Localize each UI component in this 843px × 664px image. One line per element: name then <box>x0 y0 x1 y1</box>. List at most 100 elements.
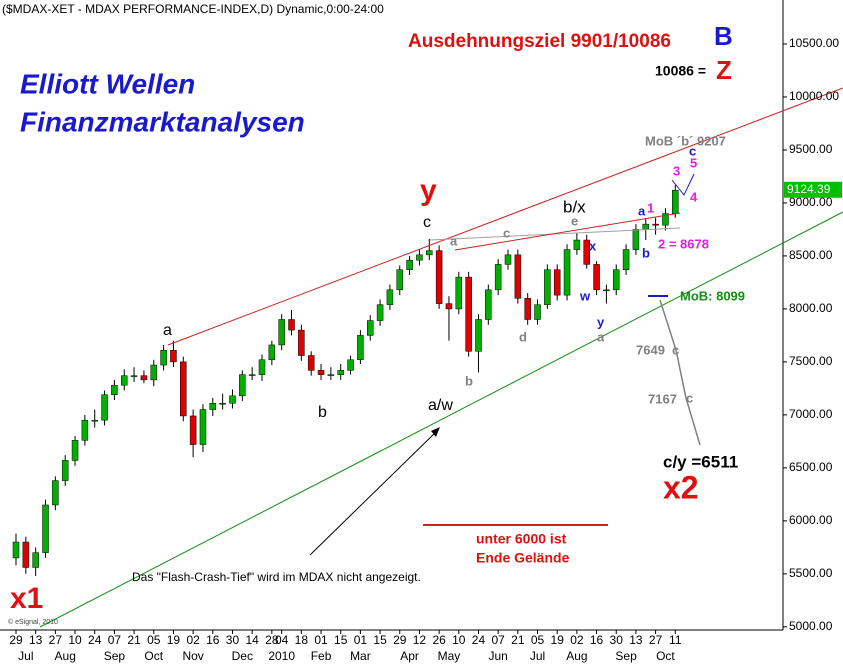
x-tick-label: 29 <box>9 633 23 647</box>
wave-label: x <box>589 238 597 253</box>
candle-body <box>268 344 276 361</box>
month-label: Aug <box>566 649 587 663</box>
y-tick-label: 10000.00 <box>789 89 839 103</box>
y-tick-label: 6500.00 <box>789 460 833 474</box>
month-label: Mar <box>350 649 371 663</box>
wave-label: a <box>450 233 458 248</box>
wave-label: 3 <box>673 163 680 178</box>
x-tick-label: 21 <box>511 633 525 647</box>
candle-body <box>357 335 364 361</box>
candle-body <box>81 419 89 441</box>
candle-body <box>416 254 423 261</box>
candle-body <box>366 320 374 336</box>
candle-body <box>583 239 590 265</box>
x-tick-label: 12 <box>413 633 427 647</box>
candle-body <box>150 364 158 381</box>
candle-body <box>672 189 679 214</box>
candle-body <box>307 355 315 371</box>
month-label: Dec <box>232 649 253 663</box>
x-tick-label: 05 <box>531 633 545 647</box>
x-tick-label: 15 <box>334 633 348 647</box>
x-tick-label: 13 <box>29 633 43 647</box>
wave-label: c <box>503 225 510 240</box>
month-label: Feb <box>311 649 332 663</box>
candle-body <box>593 264 600 291</box>
x-tick-label: 07 <box>491 633 505 647</box>
candle-body <box>553 269 561 296</box>
y-tick-label: 5000.00 <box>789 619 833 633</box>
wave-label: a <box>163 322 172 339</box>
annotation: Z <box>716 55 732 85</box>
red-line <box>454 212 681 251</box>
x-tick-label: 11 <box>669 633 682 647</box>
last-price: 9124.39 <box>787 182 831 196</box>
y-tick-label: 8000.00 <box>789 301 833 315</box>
candle-body <box>376 304 384 321</box>
arrow-head <box>431 427 440 437</box>
x-tick-label: 26 <box>432 633 446 647</box>
candle-body <box>91 419 98 422</box>
brand: Elliott Wellen <box>20 68 195 99</box>
candle-body <box>101 394 108 421</box>
candle-body <box>120 375 128 386</box>
wave-label: e <box>571 213 578 228</box>
x-tick-label: 27 <box>49 633 63 647</box>
annotation: c/y =6511 <box>663 452 738 471</box>
candle-body <box>71 440 79 461</box>
x-tick-label: 29 <box>393 633 407 647</box>
candle-body <box>573 239 581 250</box>
wave-label: x2 <box>663 469 699 505</box>
candle-body <box>652 223 659 226</box>
y-tick-label: 6000.00 <box>789 513 833 527</box>
x-tick-label: 30 <box>226 633 240 647</box>
last-price-box <box>784 181 842 198</box>
x-tick-label: 02 <box>186 633 200 647</box>
candle-body <box>170 349 177 363</box>
candle-body <box>189 415 197 445</box>
x-tick-label: 21 <box>127 633 141 647</box>
wave-label: y <box>420 174 437 207</box>
annotation: 10086 = <box>655 63 706 79</box>
lower-channel <box>39 211 843 628</box>
candle-body <box>140 375 148 381</box>
candle-body <box>485 289 492 320</box>
candle-body <box>317 370 325 375</box>
candle-body <box>455 276 463 310</box>
x-tick-label: 04 <box>275 633 289 647</box>
wave-label: b/x <box>563 197 586 216</box>
candle-body <box>209 402 217 410</box>
candle-body <box>622 249 630 270</box>
x-tick-label: 30 <box>610 633 624 647</box>
annotation: Das "Flash-Crash-Tief" wird im MDAX nich… <box>132 570 421 584</box>
candle-body <box>426 250 433 256</box>
month-label: 2010 <box>268 649 295 663</box>
candle-body <box>239 374 246 397</box>
x-tick-label: 05 <box>147 633 161 647</box>
x-tick-label: 18 <box>295 633 309 647</box>
candle-body <box>248 374 256 376</box>
annotation: B <box>714 21 733 51</box>
x-tick-label: 07 <box>108 633 122 647</box>
candle-body <box>435 250 443 304</box>
candle-body <box>130 375 138 377</box>
candle-body <box>180 361 187 417</box>
candle-body <box>278 319 285 346</box>
y-tick-label: 9000.00 <box>789 195 833 209</box>
candle-body <box>22 541 30 568</box>
projection <box>659 299 701 446</box>
wave-label: c <box>689 143 696 158</box>
month-label: Oct <box>656 649 675 663</box>
candle-body <box>475 319 482 352</box>
wave-label: b <box>642 245 650 260</box>
wave-label: y <box>597 314 605 329</box>
wave-label: d <box>519 329 527 344</box>
chart-title: ($MDAX-XET - MDAX PERFORMANCE-INDEX,D) D… <box>2 2 384 16</box>
month-label: May <box>438 649 461 663</box>
x-tick-label: 27 <box>649 633 663 647</box>
y-tick-label: 7500.00 <box>789 354 833 368</box>
candle-body <box>612 269 620 291</box>
annotation: unter 6000 ist <box>476 531 567 547</box>
y-tick-label: 9500.00 <box>789 142 833 156</box>
candle-body <box>12 541 20 559</box>
candle-body <box>662 213 669 226</box>
